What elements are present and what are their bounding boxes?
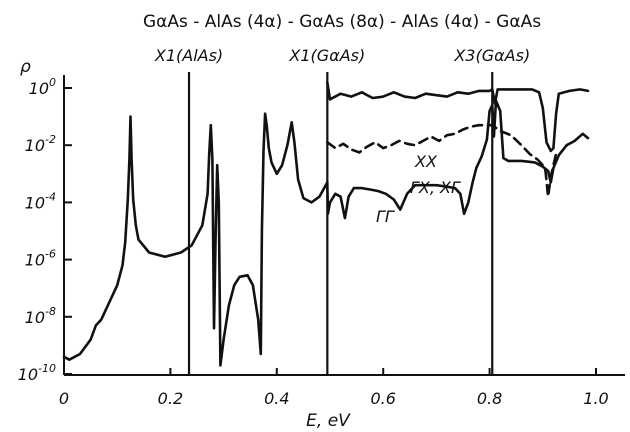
series-line [62,99,590,367]
y-tick-label: 10-6 [25,248,56,270]
series-line [326,123,558,198]
vertical-line-label: X3(GαAs) [453,46,530,65]
annotation-gx-xg: ΓX, XΓ [410,178,461,197]
x-tick-label: 0.8 [477,389,502,408]
x-tick-label: 0.6 [370,389,395,408]
x-tick-label: 0.2 [158,389,183,408]
annotation-xx: XX [414,152,438,171]
x-axis-label: E, eV [306,411,351,431]
x-tick-label: 1.0 [583,389,608,408]
x-tick-label: 0 [59,389,69,408]
y-tick-label: 100 [29,76,56,98]
x-ticks: 0 0.2 0.4 0.6 0.8 1.0 [59,368,609,408]
y-tick-label: 10-8 [25,305,56,327]
x-tick-label: 0.4 [264,389,289,408]
vertical-line-label: X1(AlAs) [154,46,223,65]
y-tick-label: 10-4 [25,190,56,212]
chart-title: GαAs - AlAs (4α) - GαAs (8α) - AlAs (4α)… [143,12,541,32]
annotation-gg: ΓΓ [376,207,395,226]
y-tick-label: 10-2 [25,133,56,155]
series-group [62,81,590,367]
y-axis-label: ρ [20,57,31,77]
y-ticks: 100 10-2 10-4 10-6 10-8 10-10 [18,76,72,384]
y-tick-label: 10-10 [18,362,56,384]
vertical-line-label: X1(GαAs) [288,46,365,65]
vertical-markers: X1(AlAs) X1(GαAs) X3(GαAs) [154,46,530,375]
series-line [326,81,590,153]
